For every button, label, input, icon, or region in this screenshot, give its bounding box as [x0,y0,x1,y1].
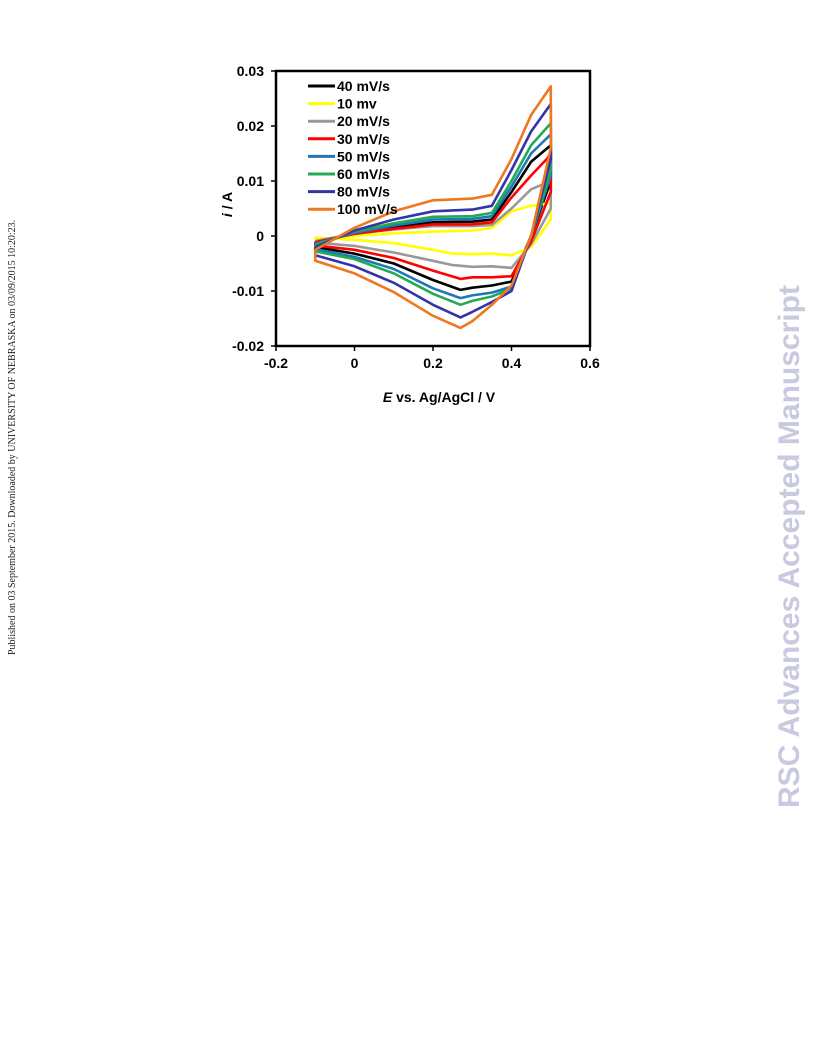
x-tick-label: 0.6 [580,355,600,371]
x-axis-label-italic: E [383,389,393,405]
x-tick-label: 0.2 [423,355,443,371]
x-tick-label: 0 [351,355,359,371]
legend-label: 60 mV/s [337,166,390,182]
y-tick-label: 0.03 [237,63,264,79]
legend-label: 10 mv [337,96,377,112]
series-line-7 [314,85,553,330]
legend-label: 50 mV/s [337,148,390,164]
series-line-2 [314,179,553,270]
x-axis-label: E vs. Ag/AgCl / V [383,389,496,405]
legend-label: 80 mV/s [337,184,390,200]
legend-label: 40 mV/s [337,78,390,94]
y-axis-label-rest: / A [219,192,235,213]
y-tick-label: 0.02 [237,118,264,134]
x-tick-label: 0.4 [502,355,522,371]
y-tick-label: 0 [256,228,264,244]
ticks-layer: -0.2 0 0.2 0.4 0.6 -0.02 -0.01 0 0.01 0.02 0.03 [232,63,600,371]
legend-label: 100 mV/s [337,201,398,217]
y-axis-label-italic: i [219,212,235,217]
series-line-1 [314,201,553,257]
x-axis-label-rest: vs. Ag/AgCl / V [392,389,496,405]
y-tick-label: -0.02 [232,338,264,354]
series-line-3 [314,152,553,281]
y-tick-label: 0.01 [237,173,264,189]
legend-label: 20 mV/s [337,113,390,129]
legend-label: 30 mV/s [337,131,390,147]
x-tick-label: -0.2 [264,355,288,371]
series-layer [314,85,553,330]
y-axis-label: i / A [219,192,235,217]
series-line-5 [314,122,553,307]
y-tick-label: -0.01 [232,283,264,299]
